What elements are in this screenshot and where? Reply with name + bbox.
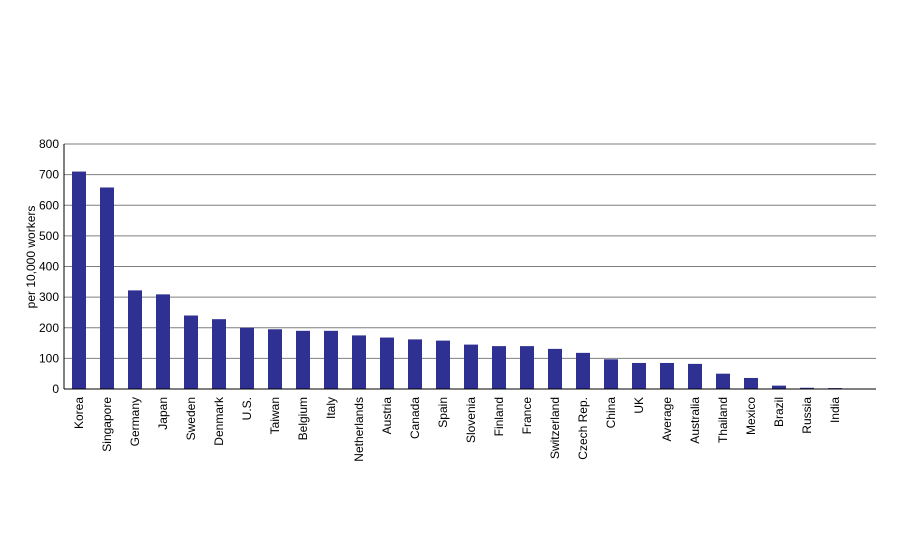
bar-korea — [72, 171, 86, 389]
x-tick-label: Spain — [436, 397, 450, 428]
x-tick-label: India — [828, 397, 842, 423]
bar-slovenia — [464, 344, 478, 389]
bar-u-s — [240, 327, 254, 389]
bar-italy — [324, 330, 338, 389]
x-tick-label: Australia — [688, 397, 702, 444]
x-tick-label: Sweden — [184, 397, 198, 440]
x-tick-label: Korea — [72, 397, 86, 429]
y-tick-labels: 0 100 200 300 400 500 600 700 800 — [39, 137, 59, 396]
bar-singapore — [100, 187, 114, 389]
bar-austria — [380, 337, 394, 389]
x-tick-labels: Korea Singapore Germany Japan Sweden Denmark U… — [72, 396, 842, 462]
axes — [63, 144, 876, 390]
y-tick-label: 400 — [39, 260, 59, 274]
bar-australia — [688, 363, 702, 389]
bar-china — [604, 359, 618, 389]
bar-switzerland — [548, 348, 562, 389]
y-tick-label: 300 — [39, 290, 59, 304]
bar-brazil — [772, 385, 786, 389]
bar-belgium — [296, 330, 310, 389]
bar-russia — [800, 387, 814, 389]
bar-average — [660, 362, 674, 389]
y-tick-label: 100 — [39, 351, 59, 365]
x-tick-label: Taiwan — [268, 397, 282, 434]
x-tick-label: Mexico — [744, 397, 758, 435]
gridlines — [64, 143, 876, 359]
x-tick-label: France — [520, 397, 534, 435]
y-tick-label: 0 — [52, 382, 59, 396]
y-tick-label: 500 — [39, 229, 59, 243]
x-tick-label: Netherlands — [352, 397, 366, 462]
bar-netherlands — [352, 335, 366, 389]
y-tick-label: 200 — [39, 321, 59, 335]
x-tick-label: Canada — [408, 397, 422, 439]
x-tick-label: UK — [632, 397, 646, 414]
bar-uk — [632, 362, 646, 389]
x-tick-label: U.S. — [240, 397, 254, 420]
bar-taiwan — [268, 329, 282, 389]
x-tick-label: Germany — [128, 397, 142, 446]
x-tick-label: Austria — [380, 397, 394, 435]
x-tick-label: Brazil — [772, 397, 786, 427]
x-tick-label: Belgium — [296, 397, 310, 440]
x-tick-label: Average — [660, 397, 674, 442]
bar-denmark — [212, 319, 226, 389]
x-tick-label: Czech Rep. — [576, 397, 590, 460]
y-tick-label: 700 — [39, 168, 59, 182]
x-tick-label: Japan — [156, 397, 170, 430]
bar-germany — [128, 290, 142, 389]
bar-finland — [492, 346, 506, 389]
x-tick-label: Russia — [800, 397, 814, 434]
x-tick-label: Slovenia — [464, 397, 478, 443]
bar-mexico — [744, 377, 758, 389]
bar-spain — [436, 340, 450, 389]
bar-sweden — [184, 315, 198, 389]
bar-czech-rep — [576, 352, 590, 389]
x-tick-label: Finland — [492, 397, 506, 436]
x-tick-label: Thailand — [716, 397, 730, 443]
bar-thailand — [716, 373, 730, 389]
x-tick-label: Singapore — [100, 397, 114, 452]
x-tick-label: Italy — [324, 397, 338, 419]
x-tick-label: Denmark — [212, 396, 226, 446]
bar-canada — [408, 339, 422, 389]
x-tick-label: China — [604, 397, 618, 429]
y-tick-label: 800 — [39, 137, 59, 151]
bar-france — [520, 346, 534, 389]
y-tick-label: 600 — [39, 198, 59, 212]
y-axis-label: per 10,000 workers — [24, 206, 38, 309]
bars — [72, 171, 842, 389]
x-tick-label: Switzerland — [548, 397, 562, 459]
bar-japan — [156, 294, 170, 389]
